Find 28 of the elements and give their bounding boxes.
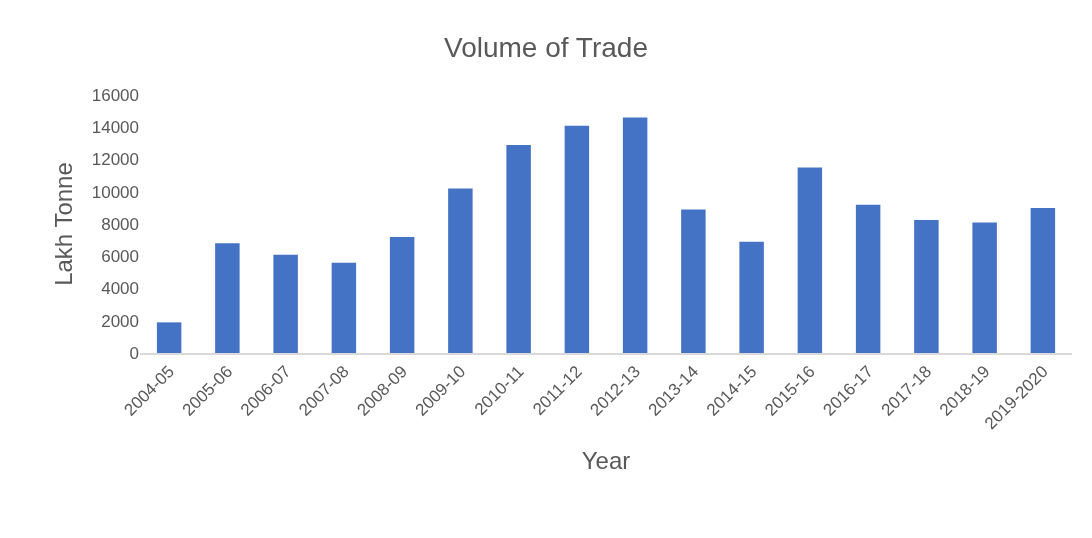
y-tick-label: 12000: [91, 150, 139, 170]
bar: [448, 188, 473, 353]
bar: [681, 209, 706, 353]
bar: [855, 204, 881, 353]
y-tick-label: 16000: [91, 85, 139, 105]
y-tick-label: 6000: [101, 247, 139, 267]
y-tick-label: 4000: [101, 279, 139, 299]
bar: [797, 167, 823, 353]
bar: [389, 236, 415, 353]
bar: [622, 117, 648, 353]
y-axis-title: Lakh Tonne: [49, 162, 77, 286]
bar: [972, 222, 997, 353]
x-axis-title: Year: [581, 446, 631, 474]
chart-title: Volume of Trade: [444, 32, 648, 64]
bar: [1030, 207, 1056, 353]
bar: [564, 125, 590, 353]
bar: [739, 241, 764, 353]
y-tick-label: 0: [129, 343, 139, 363]
bar: [215, 243, 240, 353]
bar: [331, 262, 357, 353]
bar: [156, 322, 182, 353]
y-tick-label: 2000: [101, 311, 139, 331]
bar: [506, 144, 531, 353]
bar: [914, 219, 939, 353]
y-tick-label: 10000: [91, 182, 139, 202]
y-tick-label: 8000: [101, 214, 139, 234]
y-tick-label: 14000: [91, 118, 139, 138]
bar: [273, 254, 298, 353]
